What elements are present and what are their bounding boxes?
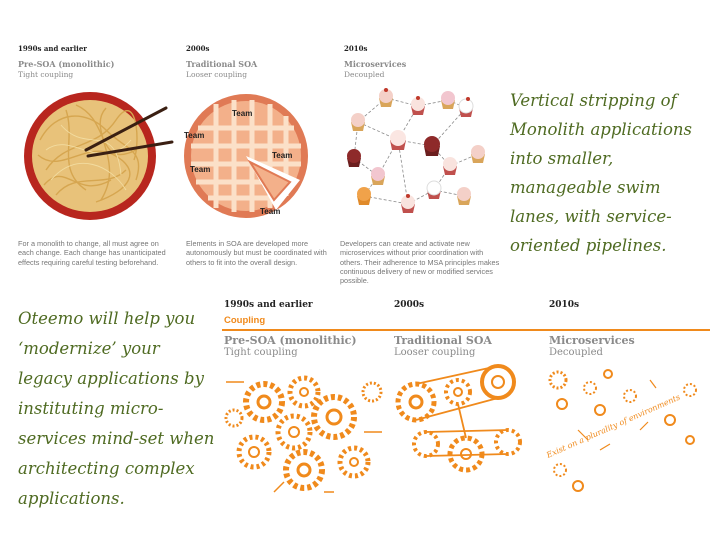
bottom-era-1-subtitle: Tight coupling: [224, 347, 298, 358]
top-era-3-title: Microservices: [344, 59, 407, 69]
coupled-gears-illustration: [224, 375, 383, 493]
bottom-era-1-title: Pre-SOA (monolithic): [224, 334, 357, 347]
top-era-2-period: 2000s: [186, 44, 210, 53]
top-era-3-description: Developers can create and activate new m…: [340, 239, 500, 286]
bottom-era-3-subtitle: Decoupled: [549, 347, 603, 358]
belt-linked-gears-illustration: [395, 364, 522, 473]
coupling-divider: [222, 329, 710, 331]
team-label-4: Team: [190, 165, 210, 174]
cupcake-network-illustration: [347, 88, 485, 213]
bottom-era-2-subtitle: Looser coupling: [394, 347, 476, 358]
spaghetti-bowl-illustration: [24, 92, 174, 220]
lattice-pie-illustration: Team Team Team Team Team: [184, 94, 308, 218]
top-era-3-subtitle: Decoupled: [344, 70, 385, 79]
team-label-3: Team: [272, 151, 292, 160]
team-label-5: Team: [260, 207, 280, 216]
bottom-era-2-period: 2000s: [394, 300, 425, 310]
gear-curve-text: Exist on a plurality of environments: [544, 393, 681, 461]
coupling-label: Coupling: [224, 315, 266, 326]
scattered-gears-illustration: Exist on a plurality of environments: [544, 369, 697, 492]
cupcakes: [347, 88, 485, 213]
team-label-2: Team: [184, 131, 204, 140]
top-era-2-title: Traditional SOA: [186, 59, 258, 69]
bottom-era-1-period: 1990s and earlier: [224, 300, 313, 310]
bottom-era-3-period: 2010s: [549, 300, 580, 310]
top-era-3-period: 2010s: [344, 44, 368, 53]
top-era-1-period: 1990s and earlier: [18, 44, 87, 53]
bottom-era-2-title: Traditional SOA: [394, 334, 492, 347]
top-era-2-subtitle: Looser coupling: [186, 70, 248, 79]
top-era-2-description: Elements in SOA are developed more auton…: [186, 239, 327, 267]
top-era-1-description: For a monolith to change, all must agree…: [18, 239, 166, 267]
top-era-1-subtitle: Tight coupling: [18, 70, 74, 79]
top-era-1-title: Pre-SOA (monolithic): [18, 59, 115, 69]
bottom-era-3-title: Microservices: [549, 334, 635, 347]
team-label-1: Team: [232, 109, 252, 118]
right-summary-text: Vertical stripping of Monolith applicati…: [510, 91, 692, 255]
left-summary-text: Oteemo will help you ‘modernize’ your le…: [18, 309, 215, 508]
